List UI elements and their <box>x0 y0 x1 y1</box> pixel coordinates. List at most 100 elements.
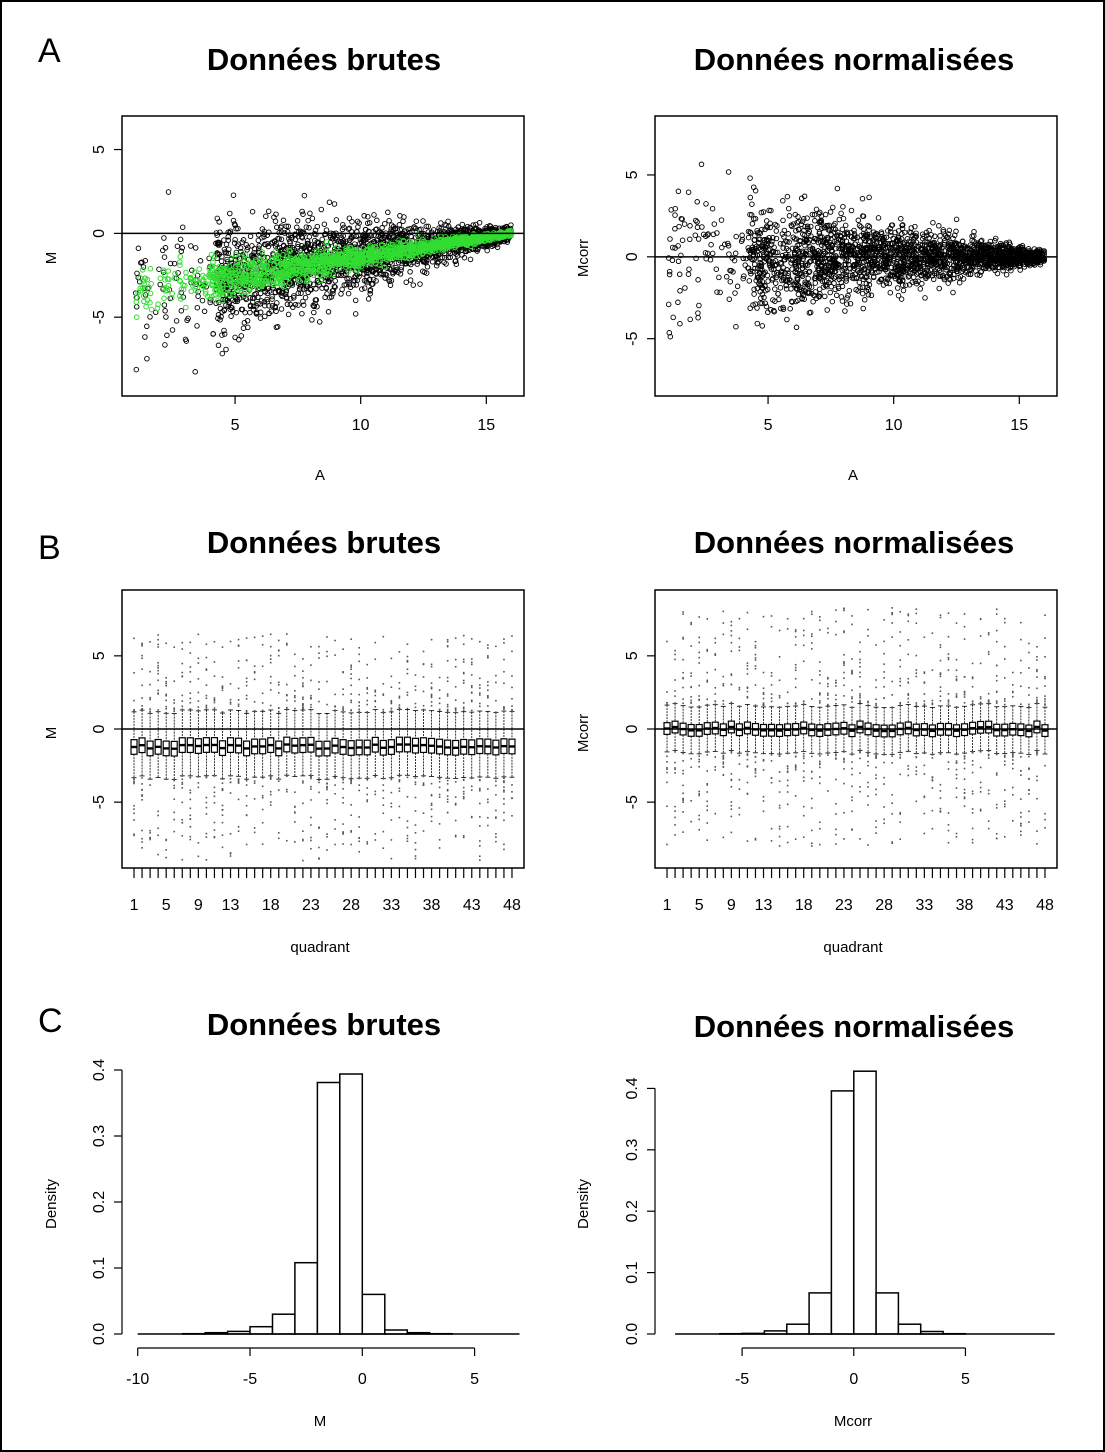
chart-a-raw-point <box>309 215 316 222</box>
chart-a-raw-xtick-label: 15 <box>477 417 495 434</box>
chart-a-norm-point <box>776 296 782 303</box>
chart-a-raw-point <box>367 287 374 293</box>
chart-a-norm-point <box>723 274 730 280</box>
chart-a-raw-point <box>194 304 201 311</box>
chart-a-raw-point <box>218 314 224 320</box>
chart-a-raw-point <box>423 270 430 276</box>
chart-a-norm-point <box>833 292 840 299</box>
chart-a-norm-point <box>772 286 778 292</box>
chart-a-raw-point <box>289 279 295 286</box>
chart-a-raw-point <box>145 285 151 292</box>
chart-a-norm-points <box>665 161 1048 340</box>
chart-a-raw-point <box>352 311 359 317</box>
chart-a-raw-point <box>263 213 269 219</box>
chart-a-raw-point <box>340 238 347 244</box>
chart-a-raw-point <box>223 346 229 353</box>
chart-a-raw-point <box>421 257 427 263</box>
chart-a-raw-point <box>294 224 300 231</box>
chart-a-raw-point <box>459 221 466 228</box>
chart-a-raw-point <box>232 222 238 229</box>
panel-letter-c: C <box>38 1002 63 1040</box>
chart-a-raw-point <box>251 245 258 252</box>
chart-a-raw-point <box>240 325 247 331</box>
chart-a-raw-point <box>273 308 279 315</box>
chart-a-raw-point <box>162 342 168 348</box>
chart-a-raw-point <box>135 245 142 252</box>
chart-a-raw-point <box>306 225 312 231</box>
chart-a-raw-point <box>236 336 242 343</box>
chart-a-raw-point <box>262 313 268 320</box>
chart-a-raw-point <box>194 323 200 329</box>
chart-a-raw-green-point <box>177 262 183 269</box>
chart-a-raw-point <box>227 210 233 217</box>
chart-a-norm-point <box>830 204 836 211</box>
chart-a-raw-green-point <box>143 303 149 310</box>
chart-a-raw-green-point <box>133 314 140 321</box>
chart-a-raw-point <box>383 272 390 278</box>
chart-a-raw-point <box>467 256 474 263</box>
chart-a-raw-point <box>321 221 328 227</box>
chart-a-raw-point <box>255 294 261 301</box>
chart-a-raw-green-point <box>147 265 154 272</box>
chart-a-raw-point <box>313 297 320 303</box>
chart-a-raw-point <box>391 234 397 240</box>
chart-a-raw-point <box>175 270 181 276</box>
chart-a-raw-point <box>476 219 483 226</box>
chart-a-norm-point <box>861 297 868 303</box>
chart-a-norm-point <box>694 199 700 205</box>
chart-a-norm-point <box>695 277 701 283</box>
chart-a-raw-point <box>476 227 483 233</box>
chart-a-raw-point <box>161 254 168 260</box>
chart-a-raw-point <box>331 283 338 290</box>
chart-a-raw-point <box>367 291 373 297</box>
chart-a-raw-point <box>221 327 227 334</box>
chart-a-norm-point <box>732 290 738 296</box>
chart-a-raw-point <box>386 265 393 272</box>
chart-a-norm-point <box>675 299 681 306</box>
chart-a-raw-point <box>167 260 174 267</box>
chart-a-raw-point <box>434 260 441 266</box>
chart-a-raw-point <box>179 224 186 230</box>
chart-a-raw-point <box>332 284 338 290</box>
ylabel-a-raw: M <box>43 252 60 265</box>
chart-a-raw-point <box>206 255 212 262</box>
chart-a-raw-point <box>219 262 225 269</box>
chart-a-raw-point <box>365 213 371 220</box>
chart-a-raw-point <box>261 234 267 240</box>
chart-a-raw-point <box>403 260 410 267</box>
chart-a-raw-point <box>221 331 228 337</box>
chart-a-raw-point <box>298 290 304 296</box>
chart-a-raw-point <box>272 304 279 311</box>
chart-a-raw-point <box>326 279 332 285</box>
chart-a-raw-point <box>156 266 162 272</box>
chart-a-raw-point <box>445 223 452 230</box>
chart-a-raw-point <box>265 208 272 215</box>
chart-a-norm-point <box>937 232 943 239</box>
chart-a-raw-point <box>268 240 274 247</box>
chart-a-raw-point <box>250 303 257 310</box>
chart-a-norm-point <box>732 250 739 257</box>
chart-a-raw-point <box>393 264 399 271</box>
chart-a-raw-green-point <box>415 232 421 238</box>
chart-a-raw-point <box>467 225 474 231</box>
ylabel-b-norm: Mcorr <box>575 714 592 752</box>
chart-a-raw-point <box>266 310 272 317</box>
chart-a-raw-point <box>237 295 243 301</box>
chart-a-raw-green-point <box>161 295 167 302</box>
chart-a-raw-point <box>417 281 423 287</box>
chart-a-raw-xtick-label: 5 <box>231 417 240 434</box>
chart-a-raw-point <box>222 249 228 255</box>
chart-a-raw-point <box>179 245 185 251</box>
chart-a-raw-point <box>215 342 222 349</box>
chart-a-raw-point <box>323 285 330 292</box>
chart-a-raw-point <box>397 213 403 219</box>
chart-a-raw-point <box>210 331 216 337</box>
chart-a-raw-point <box>269 293 275 300</box>
chart-a-raw-point <box>304 240 311 247</box>
chart-a-norm-point <box>687 236 693 243</box>
chart-a-raw-point <box>310 281 317 288</box>
xlabel-a-raw: A <box>315 467 325 484</box>
chart-a-raw-point <box>329 235 336 242</box>
chart-a-raw-green-point <box>147 290 154 297</box>
